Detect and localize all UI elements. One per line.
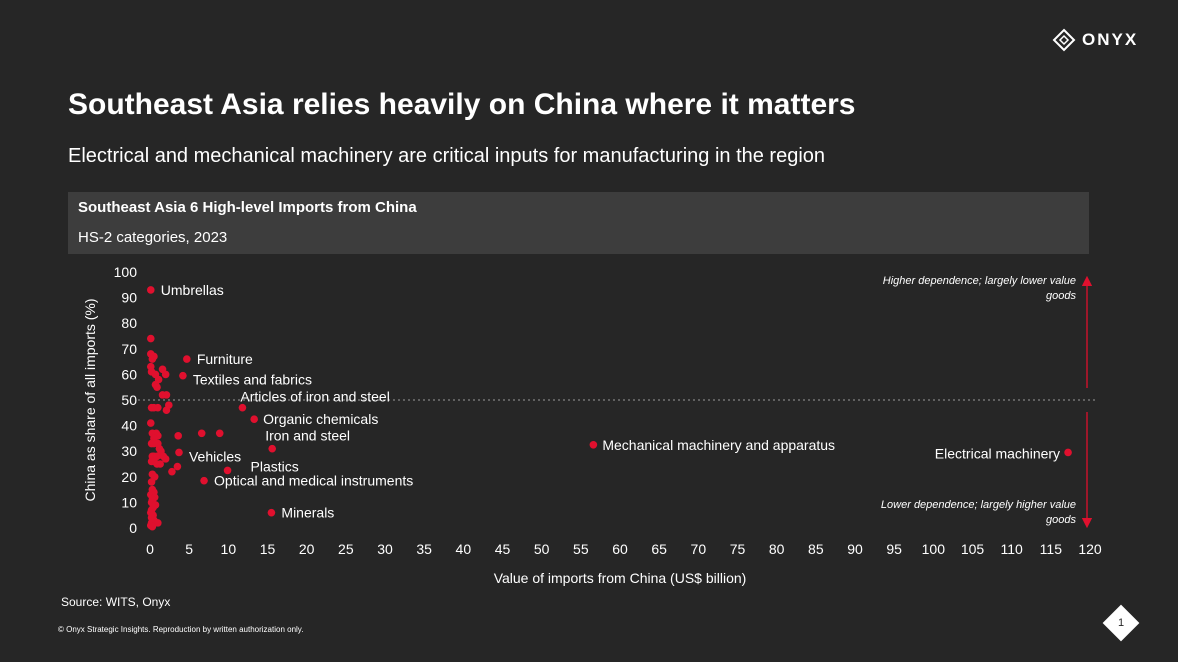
point-label: Organic chemicals	[263, 411, 378, 427]
chart-subtitle: HS-2 categories, 2023	[78, 229, 228, 246]
point-label: Plastics	[251, 458, 299, 474]
labeled-data-point	[267, 508, 276, 517]
labeled-data-point	[146, 286, 155, 294]
annotation-lower-dependence: Lower dependence; largely higher value go…	[881, 499, 1077, 526]
diamond-logo-icon	[1052, 28, 1076, 52]
labeled-data-point	[238, 403, 247, 412]
slide-subtitle: Electrical and mechanical machinery are …	[68, 145, 826, 167]
data-point	[148, 355, 157, 363]
data-point	[156, 460, 164, 468]
y-tick-label: 20	[121, 469, 137, 485]
x-tick-label: 40	[456, 541, 472, 557]
data-point	[197, 429, 206, 438]
point-label: Umbrellas	[161, 282, 224, 298]
x-tick-label: 85	[808, 541, 824, 557]
x-tick-label: 105	[961, 541, 985, 557]
labeled-data-point	[1064, 448, 1072, 457]
x-tick-label: 35	[416, 541, 432, 557]
data-point	[168, 467, 176, 476]
y-tick-label: 80	[121, 315, 137, 331]
y-tick-label: 10	[121, 494, 137, 510]
x-tick-label: 95	[886, 541, 902, 557]
point-label: Minerals	[281, 505, 334, 521]
data-point	[147, 478, 156, 486]
labeled-data-point	[250, 415, 258, 424]
x-tick-label: 30	[377, 541, 393, 557]
labeled-data-point	[200, 476, 208, 485]
logo-text: ONYX	[1082, 30, 1139, 49]
x-tick-label: 65	[651, 541, 667, 557]
labeled-data-point	[175, 448, 183, 457]
x-axis-label: Value of imports from China (US$ billion…	[494, 570, 747, 586]
data-point	[146, 334, 155, 343]
x-tick-label: 75	[730, 541, 746, 557]
data-point	[174, 432, 182, 440]
x-tick-label: 5	[185, 541, 193, 557]
y-tick-label: 70	[121, 341, 137, 357]
point-label: Furniture	[197, 351, 253, 367]
x-tick-label: 115	[1040, 541, 1063, 557]
y-tick-label: 30	[121, 443, 137, 459]
chart-header: Southeast Asia 6 High-level Imports from…	[68, 192, 1089, 254]
x-tick-label: 15	[260, 541, 276, 557]
x-tick-label: 60	[612, 541, 628, 557]
y-tick-label: 40	[121, 418, 137, 434]
point-label: Mechanical machinery and apparatus	[602, 437, 835, 453]
point-label: Textiles and fabrics	[193, 372, 312, 388]
x-tick-label: 120	[1078, 541, 1102, 557]
copyright-note: © Onyx Strategic Insights. Reproduction …	[58, 625, 304, 634]
y-tick-label: 0	[129, 520, 137, 536]
labeled-data-point	[268, 444, 277, 453]
data-point	[162, 391, 171, 399]
x-tick-label: 50	[534, 541, 550, 557]
labeled-data-point	[183, 355, 191, 363]
data-point	[146, 419, 155, 427]
x-tick-label: 80	[769, 541, 785, 557]
data-point	[161, 370, 170, 379]
y-tick-label: 100	[114, 264, 138, 280]
y-axis-label: China as share of all imports (%)	[82, 298, 98, 501]
y-tick-label: 60	[121, 366, 137, 382]
point-label: Articles of iron and steel	[240, 389, 389, 405]
point-label: Electrical machinery	[935, 445, 1060, 461]
x-tick-label: 45	[495, 541, 511, 557]
y-tick-label: 50	[121, 392, 137, 408]
data-point	[153, 383, 161, 392]
data-point	[154, 403, 162, 412]
data-point	[162, 406, 171, 415]
slide-title: Southeast Asia relies heavily on China w…	[68, 88, 856, 121]
data-point	[154, 519, 162, 527]
page-number-badge: 1	[1102, 604, 1140, 642]
page-number: 1	[1117, 617, 1125, 629]
x-tick-label: 70	[691, 541, 707, 557]
point-label: Vehicles	[189, 448, 241, 464]
data-point	[173, 462, 182, 471]
labeled-data-point	[589, 441, 598, 449]
x-tick-label: 100	[922, 541, 946, 557]
data-point	[161, 455, 170, 463]
x-tick-label: 0	[146, 541, 154, 557]
onyx-logo: ONYX	[1052, 28, 1138, 52]
annotation-higher-dependence: Higher dependence; largely lower value go…	[883, 275, 1077, 302]
point-label: Optical and medical instruments	[214, 473, 413, 489]
x-tick-label: 90	[847, 541, 863, 557]
data-point	[215, 429, 224, 438]
data-point	[148, 522, 157, 531]
y-tick-label: 90	[121, 290, 137, 306]
x-tick-label: 25	[338, 541, 354, 557]
x-tick-label: 110	[1001, 541, 1024, 557]
x-tick-label: 55	[573, 541, 589, 557]
x-tick-label: 20	[299, 541, 315, 557]
chart-title: Southeast Asia 6 High-level Imports from…	[78, 199, 417, 216]
point-label: Iron and steel	[265, 428, 350, 444]
labeled-data-point	[179, 371, 187, 380]
source-note: Source: WITS, Onyx	[61, 595, 171, 609]
x-tick-label: 10	[221, 541, 237, 557]
labeled-data-point	[223, 466, 232, 475]
